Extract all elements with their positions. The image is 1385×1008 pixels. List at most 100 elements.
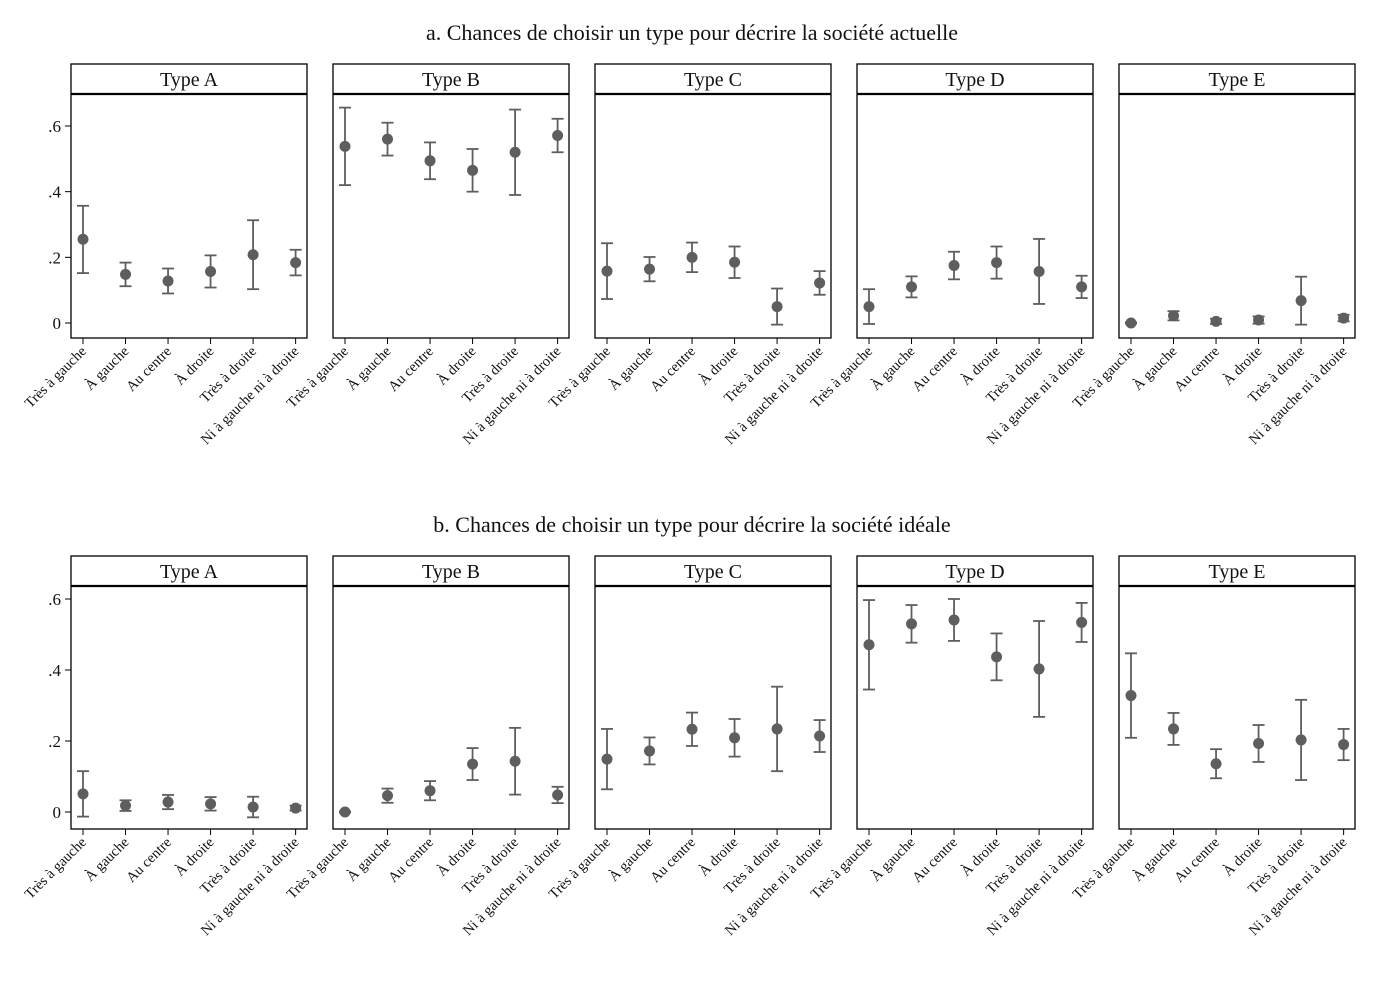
data-point [948,614,960,626]
panel-header-label: Type A [160,561,219,583]
data-point [1253,314,1265,326]
data-point [162,796,174,808]
data-point [120,268,132,280]
panel-header-label: Type C [684,561,742,583]
chart-title: a. Chances de choisir un type pour décri… [426,20,958,45]
y-tick-label: .6 [48,117,61,136]
data-point [509,146,521,158]
panel-frame [1118,63,1356,339]
data-point [948,260,960,272]
data-point [1076,616,1088,628]
y-tick-label: .4 [48,661,61,680]
panel-frame [332,555,570,830]
panel-frame [70,555,308,830]
data-point [991,257,1003,269]
panel-header-label: Type A [160,69,219,91]
x-tick-label: Au centre [123,835,174,886]
data-point [424,785,436,797]
data-point [1125,317,1137,329]
data-point [814,730,826,742]
panel-frame [70,63,308,339]
x-tick-label: Au centre [123,344,174,395]
data-point [382,790,394,802]
chart-b: b. Chances de choisir un type pour décri… [22,512,1356,939]
data-point [686,723,698,735]
data-point [247,801,259,813]
data-point [1168,310,1180,322]
x-tick-label: Au centre [647,835,698,886]
data-point [906,281,918,293]
data-point [205,265,217,277]
data-point [339,806,351,818]
x-tick-label: Au centre [385,835,436,886]
data-point [729,732,741,744]
data-point [120,800,132,812]
data-point [1125,690,1137,702]
panel-header-label: Type D [945,561,1004,583]
data-point [1033,663,1045,675]
data-point [1253,737,1265,749]
x-tick-label: Au centre [385,344,436,395]
chart-a: a. Chances de choisir un type pour décri… [22,20,1356,448]
panel-frame [856,555,1094,830]
data-point [771,301,783,313]
y-tick-label: .2 [48,732,61,751]
data-point [601,265,613,277]
panel-frame [856,63,1094,339]
data-point [424,155,436,167]
data-point [77,233,89,245]
panel-header-label: Type E [1209,561,1266,583]
panel-header-label: Type C [684,69,742,91]
data-point [644,745,656,757]
data-point [991,651,1003,663]
x-tick-label: Au centre [909,344,960,395]
data-point [729,256,741,268]
data-point [771,723,783,735]
data-point [77,788,89,800]
chart-title: b. Chances de choisir un type pour décri… [433,512,950,537]
y-tick-label: 0 [53,803,62,822]
data-point [1076,281,1088,293]
panel-header-label: Type E [1209,69,1266,91]
panel-frame [594,63,832,339]
x-tick-label: Au centre [647,344,698,395]
data-point [290,257,302,269]
data-point [1033,265,1045,277]
y-tick-label: .4 [48,183,61,202]
data-point [290,802,302,814]
data-point [644,263,656,275]
panel-header-label: Type D [945,69,1004,91]
panel-frame [332,63,570,339]
data-point [382,133,394,145]
data-point [1210,315,1222,327]
y-tick-label: 0 [53,314,62,333]
panel-frame [594,555,832,830]
data-point [162,275,174,287]
data-point [1210,758,1222,770]
panel-header-label: Type B [422,69,480,91]
x-tick-label: Très à gauche [22,835,90,903]
data-point [906,618,918,630]
data-point [467,164,479,176]
y-tick-label: .2 [48,248,61,267]
data-point [814,277,826,289]
data-point [467,758,479,770]
data-point [552,789,564,801]
panel-frame [1118,555,1356,830]
data-point [247,249,259,261]
data-point [686,251,698,263]
data-point [509,755,521,767]
data-point [552,130,564,142]
x-tick-label: Au centre [909,835,960,886]
panel-header-label: Type B [422,561,480,583]
data-point [1338,739,1350,751]
